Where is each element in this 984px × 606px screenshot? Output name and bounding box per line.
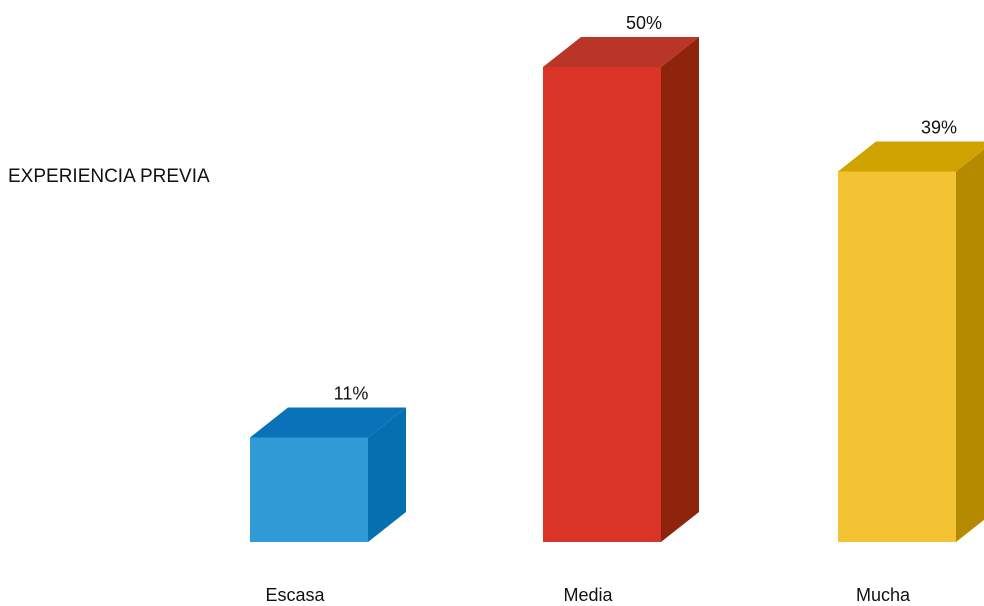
bar-mucha [838, 141, 984, 542]
bars-layer [250, 37, 984, 542]
bar-media-side [661, 37, 699, 542]
chart-title: EXPERIENCIA PREVIA [8, 166, 210, 187]
value-label-escasa: 11% [334, 384, 369, 404]
category-label-media: Media [563, 585, 613, 605]
value-label-media: 50% [626, 13, 662, 33]
bar-mucha-front [838, 171, 956, 542]
category-label-escasa: Escasa [265, 585, 325, 605]
category-label-mucha: Mucha [856, 585, 911, 605]
bar-escasa [250, 407, 406, 542]
bar-escasa-top [250, 407, 406, 438]
labels-layer: 11% Escasa 50% Media 39% Mucha [265, 13, 957, 605]
bar-mucha-side [956, 149, 984, 542]
value-label-mucha: 39% [921, 118, 957, 138]
bar-escasa-front [250, 437, 368, 542]
bar-media-front [543, 67, 661, 542]
bar-mucha-top [838, 141, 984, 172]
bar-escasa-side [368, 407, 406, 542]
bar-media [543, 37, 699, 542]
bar-media-top [543, 37, 699, 67]
